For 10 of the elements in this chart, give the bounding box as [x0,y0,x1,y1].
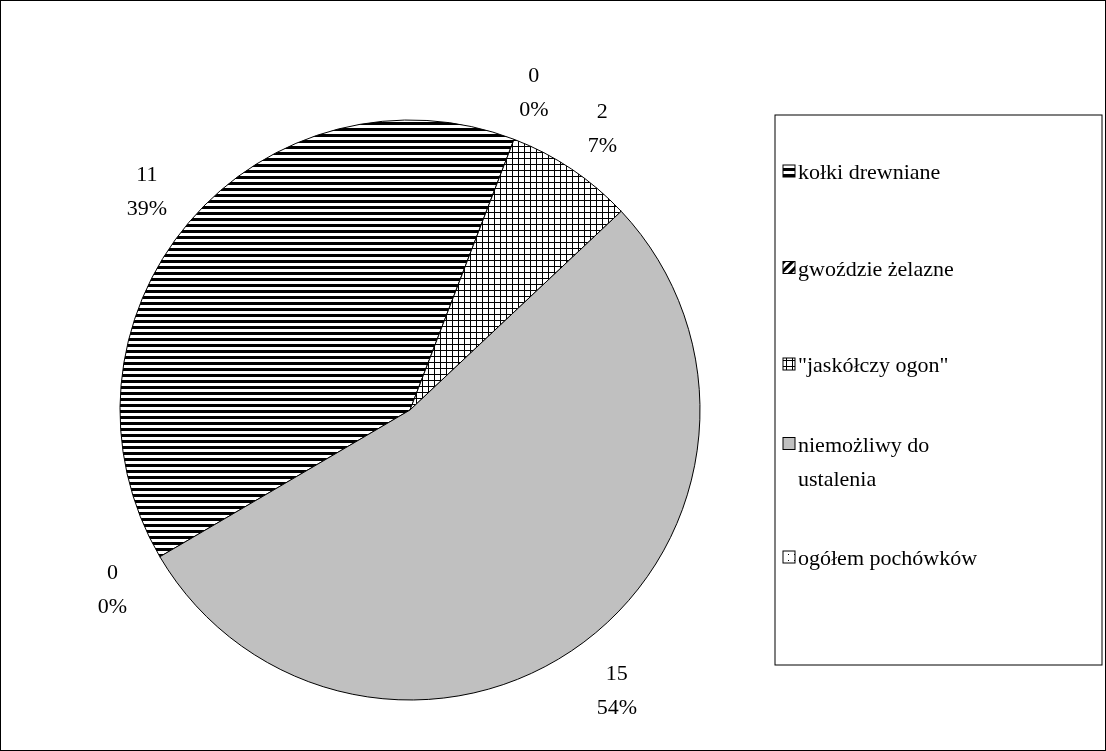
data-label: 2 7% [587,97,618,157]
text: 0 0% [519,61,549,121]
legend-label: niemożliwy do ustalenia [798,431,930,491]
legend-label: gwoździe żelazne [798,255,954,281]
legend-label: "jaskółczy ogon" [798,352,949,377]
data-label: 15 54% [596,660,637,720]
legend-label: kołki drewniane [798,159,941,184]
data-label: 11 39% [126,160,168,220]
legend-label: ogółem pochówków [798,545,978,570]
text: 0 0% [97,558,128,618]
